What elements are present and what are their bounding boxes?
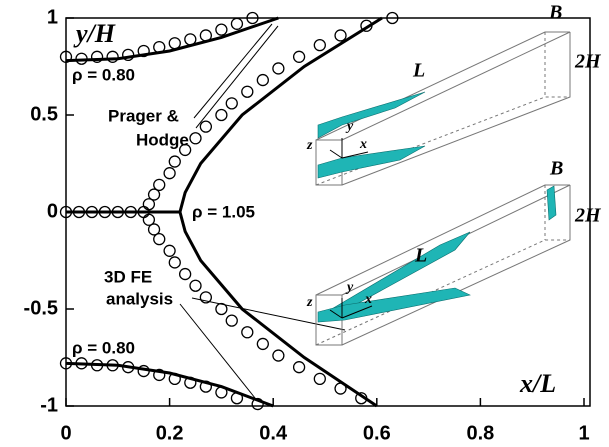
inset-label: z (306, 295, 313, 310)
x-tick-label: 0.6 (363, 422, 391, 444)
x-tick-label: 0.8 (466, 422, 494, 444)
y-axis-label: y/H (73, 19, 116, 48)
inset-label: x (364, 292, 372, 307)
inset-label: L (414, 245, 427, 267)
annotation: ρ = 0.80 (72, 338, 135, 357)
x-tick-label: 0 (60, 422, 71, 444)
annotation: analysis (106, 289, 173, 308)
inset-label: 2H (574, 205, 602, 227)
annotation: ρ = 0.80 (72, 65, 135, 84)
inset-label: y (345, 119, 354, 134)
x-tick-label: 0.2 (156, 422, 184, 444)
inset-label: B (548, 2, 562, 24)
annotation: Hodge (136, 130, 189, 149)
x-tick-label: 0.4 (259, 422, 288, 444)
y-tick-label: -0.5 (24, 297, 58, 319)
inset-label: y (345, 280, 354, 295)
y-tick-label: 0 (47, 200, 58, 222)
chart: 0 0.2 0.4 0.6 0.8 1 -1 -0.5 0 0.5 1 y/H x/L ρ = 0.80 ρ… (0, 0, 609, 447)
annotation: ρ = 1.05 (192, 202, 255, 221)
y-tick-label: -1 (40, 394, 58, 416)
inset-label: x (359, 137, 367, 152)
inset-label: B (549, 158, 563, 180)
inset-label: 2H (574, 51, 602, 73)
x-axis-label: x/L (519, 369, 556, 398)
y-tick-label: 1 (47, 6, 58, 28)
y-tick-label: 0.5 (30, 103, 58, 125)
annotation: Prager & (108, 106, 179, 125)
annotation: 3D FE (104, 267, 152, 286)
inset-label: z (306, 138, 313, 153)
x-tick-label: 1 (578, 422, 589, 444)
inset-label: L (412, 60, 425, 82)
